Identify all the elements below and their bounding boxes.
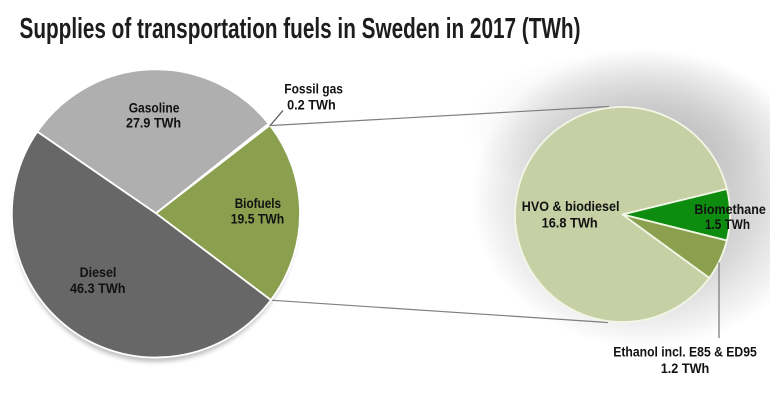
svg-text:Biomethane: Biomethane: [694, 201, 766, 217]
svg-text:Biofuels: Biofuels: [235, 195, 282, 211]
svg-text:Diesel: Diesel: [80, 264, 117, 280]
svg-text:27.9 TWh: 27.9 TWh: [126, 115, 181, 131]
svg-text:46.3 TWh: 46.3 TWh: [70, 280, 126, 296]
svg-text:Fossil gas: Fossil gas: [284, 80, 343, 96]
svg-text:0.2 TWh: 0.2 TWh: [287, 96, 336, 112]
svg-text:Ethanol incl. E85 & ED95: Ethanol incl. E85 & ED95: [613, 344, 757, 360]
svg-text:Gasoline: Gasoline: [129, 99, 180, 115]
svg-text:1.2 TWh: 1.2 TWh: [661, 360, 710, 376]
svg-text:16.8 TWh: 16.8 TWh: [542, 215, 598, 231]
svg-text:1.5 TWh: 1.5 TWh: [705, 216, 750, 232]
svg-text:HVO & biodiesel: HVO & biodiesel: [522, 198, 620, 214]
svg-text:Supplies of transportation fue: Supplies of transportation fuels in Swed…: [20, 13, 581, 45]
svg-text:19.5 TWh: 19.5 TWh: [231, 211, 285, 227]
